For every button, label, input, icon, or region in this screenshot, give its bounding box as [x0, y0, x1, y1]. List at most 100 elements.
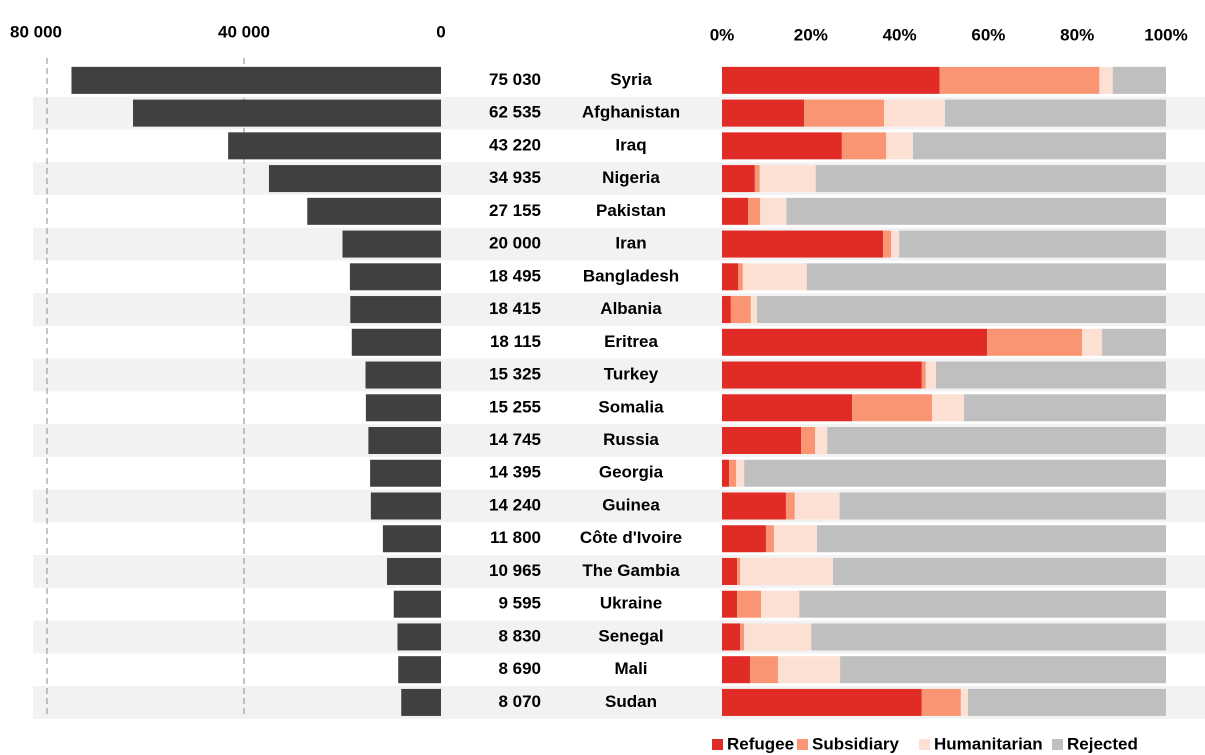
share-segment [722, 99, 805, 127]
total-bar [393, 590, 441, 618]
category-label: Russia [603, 430, 659, 449]
total-bar [397, 623, 441, 651]
share-segment [883, 230, 892, 258]
legend-label: Subsidiary [812, 734, 899, 753]
total-bar [398, 656, 441, 684]
share-segment [806, 263, 1166, 291]
share-segment [815, 427, 828, 455]
legend-swatch [797, 739, 808, 750]
value-label: 18 115 [490, 332, 541, 351]
x-tick-label: 40 000 [218, 22, 270, 41]
share-segment [841, 132, 887, 160]
share-segment [759, 165, 816, 193]
share-segment [750, 296, 758, 324]
total-bar [71, 66, 442, 94]
share-segment [722, 197, 749, 225]
total-bar [342, 230, 441, 258]
category-label: Ukraine [600, 594, 662, 613]
share-segment [722, 492, 786, 520]
share-segment [722, 525, 766, 553]
total-bar [133, 99, 441, 127]
share-segment [761, 590, 800, 618]
category-label: Eritrea [604, 332, 658, 351]
x-tick-label: 40% [883, 25, 917, 44]
share-segment [785, 492, 795, 520]
category-label: Sudan [605, 692, 657, 711]
share-segment [1102, 328, 1166, 356]
share-segment [722, 361, 922, 389]
share-segment [722, 296, 731, 324]
share-segment [773, 525, 818, 553]
category-label: Iraq [615, 135, 646, 154]
share-segment [817, 525, 1166, 553]
share-segment [960, 688, 968, 716]
total-bar [382, 525, 441, 553]
legend-label: Rejected [1067, 734, 1138, 753]
total-bar [370, 492, 441, 520]
share-segment [742, 263, 807, 291]
share-segment [944, 99, 1166, 127]
share-segment [852, 394, 933, 422]
category-label: Turkey [604, 365, 659, 384]
share-segment [740, 623, 745, 651]
category-label: Nigeria [602, 168, 660, 187]
share-segment [757, 296, 1166, 324]
share-segment [729, 459, 737, 487]
value-label: 18 495 [489, 266, 541, 285]
value-label: 75 030 [489, 70, 541, 89]
x-tick-label: 20% [794, 25, 828, 44]
legend-swatch [1052, 739, 1063, 750]
share-segment [730, 296, 751, 324]
total-bar [351, 328, 441, 356]
share-segment [748, 197, 761, 225]
share-segment [963, 394, 1166, 422]
total-bar [228, 132, 441, 160]
share-segment [921, 361, 926, 389]
total-bar [370, 459, 441, 487]
value-label: 15 255 [489, 397, 541, 416]
share-segment [754, 165, 760, 193]
share-segment [840, 656, 1166, 684]
total-bar [365, 394, 441, 422]
legend-label: Refugee [727, 734, 794, 753]
legend-swatch [712, 739, 723, 750]
share-segment [925, 361, 937, 389]
x-tick-label: 80% [1060, 25, 1094, 44]
share-segment [777, 656, 841, 684]
x-tick-label: 60% [971, 25, 1005, 44]
legend-swatch [919, 739, 930, 750]
category-label: Albania [600, 299, 662, 318]
share-segment [765, 525, 774, 553]
share-segment [722, 165, 755, 193]
share-segment [891, 230, 900, 258]
category-label: Georgia [599, 463, 664, 482]
total-bar [350, 296, 441, 324]
category-label: Bangladesh [583, 266, 679, 285]
share-segment [932, 394, 964, 422]
share-segment [804, 99, 885, 127]
share-segment [1082, 328, 1103, 356]
share-segment [987, 328, 1083, 356]
share-segment [786, 197, 1166, 225]
share-segment [722, 557, 738, 585]
total-bar [365, 361, 441, 389]
value-label: 62 535 [489, 103, 541, 122]
category-label: Iran [615, 234, 646, 253]
x-tick-label: 0 [436, 22, 445, 41]
value-label: 9 595 [498, 594, 541, 613]
share-segment [1112, 66, 1166, 94]
total-bar [307, 197, 441, 225]
value-label: 15 325 [489, 365, 541, 384]
value-label: 14 240 [489, 495, 541, 514]
category-label: Guinea [602, 495, 660, 514]
share-segment [799, 590, 1166, 618]
share-segment [722, 394, 853, 422]
share-segment [722, 459, 730, 487]
share-segment [740, 557, 833, 585]
value-label: 27 155 [489, 201, 541, 220]
x-tick-label: 80 000 [10, 22, 62, 41]
share-segment [744, 623, 812, 651]
value-label: 8 070 [498, 692, 541, 711]
share-segment [794, 492, 840, 520]
